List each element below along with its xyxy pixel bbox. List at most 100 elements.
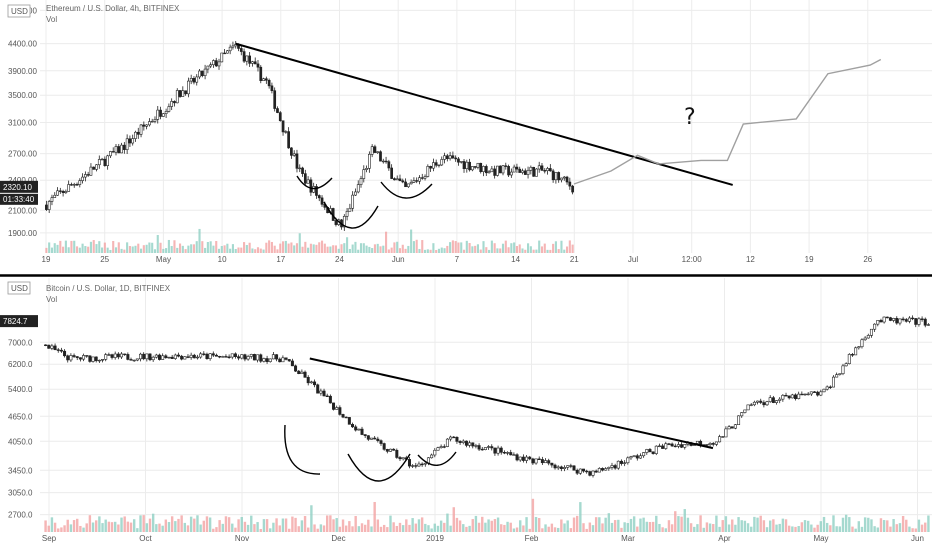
- btc-unit-box[interactable]: [7, 281, 31, 295]
- trend-line: [235, 42, 733, 186]
- volume-bar: [477, 522, 481, 532]
- volume-bar: [813, 527, 816, 532]
- volume-bar: [159, 242, 162, 253]
- volume-bar: [506, 521, 509, 532]
- volume-bar: [439, 520, 443, 532]
- candle-body: [120, 144, 123, 154]
- volume-bar: [414, 523, 418, 532]
- volume-bar: [129, 522, 133, 532]
- candle-body: [854, 347, 858, 356]
- candle-body: [844, 363, 848, 367]
- candle-body: [819, 391, 823, 396]
- volume-bar: [468, 525, 471, 532]
- volume-bar: [390, 247, 393, 253]
- x-tick-label: 10: [218, 255, 227, 264]
- volume-bar: [376, 519, 380, 532]
- volume-bar: [195, 241, 198, 253]
- candle-body: [695, 440, 699, 444]
- volume-bar: [187, 245, 190, 253]
- volume-bar: [367, 519, 370, 532]
- eth-unit-label: USD: [11, 7, 28, 16]
- candle-body: [714, 441, 718, 445]
- candle-body: [243, 354, 247, 360]
- candle-body: [828, 386, 832, 388]
- candle-body: [483, 447, 487, 450]
- volume-bar: [206, 241, 209, 253]
- candle-body: [594, 470, 598, 473]
- candle-body: [797, 393, 801, 399]
- hand-drawn-curve: [323, 201, 379, 229]
- candle-body: [395, 449, 399, 458]
- volume-bar: [265, 242, 268, 253]
- candle-body: [781, 394, 785, 400]
- candle-body: [459, 161, 463, 163]
- volume-bar: [84, 246, 87, 253]
- candle-body: [551, 170, 555, 181]
- x-tick-label: Nov: [235, 534, 249, 543]
- volume-bar: [186, 525, 190, 532]
- volume-bar: [113, 521, 117, 532]
- volume-bar: [743, 520, 747, 532]
- candle-body: [468, 161, 471, 171]
- candle-body: [203, 68, 207, 77]
- volume-bar: [518, 244, 521, 253]
- hand-drawn-curve: [380, 181, 433, 199]
- candle-body: [733, 424, 737, 429]
- volume-bar: [481, 516, 484, 532]
- volume-bar: [262, 519, 266, 532]
- candle-body: [47, 344, 51, 349]
- volume-bar: [226, 243, 229, 253]
- volume-bar: [189, 516, 193, 532]
- volume-bar: [371, 248, 374, 253]
- volume-bar: [440, 247, 443, 253]
- volume-bar: [718, 526, 721, 532]
- candle-body: [72, 184, 76, 186]
- volume-bar: [509, 522, 512, 532]
- candle-body: [638, 455, 642, 459]
- candle-body: [135, 358, 139, 361]
- volume-bar: [911, 528, 914, 532]
- volume-bar: [407, 245, 410, 253]
- eth-unit-box[interactable]: [7, 4, 31, 18]
- candle-body: [493, 168, 497, 176]
- volume-bar: [427, 525, 430, 532]
- volume-bar: [658, 523, 661, 532]
- candle-body: [471, 442, 475, 447]
- candle-body: [173, 101, 176, 104]
- candle-body: [92, 166, 96, 170]
- volume-bar: [128, 246, 131, 253]
- volume-bar: [250, 515, 253, 532]
- volume-bar: [582, 523, 585, 532]
- volume-bar: [772, 519, 775, 532]
- hand-drawn-curve: [347, 453, 411, 482]
- candle-body: [198, 70, 201, 78]
- candle-body: [384, 160, 388, 163]
- candle-body: [91, 356, 95, 362]
- candle-body: [901, 318, 905, 321]
- candle-body: [376, 151, 380, 153]
- candle-body: [476, 162, 480, 168]
- volume-bar: [234, 527, 237, 532]
- volume-bar: [326, 515, 329, 532]
- volume-bar: [53, 522, 57, 532]
- volume-bar: [854, 528, 857, 532]
- volume-bar: [291, 516, 294, 532]
- volume-bar: [103, 242, 106, 253]
- candle-body: [600, 468, 604, 471]
- volume-bar: [387, 249, 390, 253]
- candle-body: [125, 138, 129, 150]
- candle-body: [151, 356, 155, 361]
- candle-body: [794, 394, 798, 399]
- candle-body: [320, 197, 324, 205]
- candle-body: [680, 444, 684, 448]
- volume-bar: [106, 247, 109, 253]
- volume-bar: [446, 245, 449, 253]
- x-tick-label: Jun: [911, 534, 924, 543]
- volume-bar: [208, 517, 212, 532]
- candle-body: [440, 159, 444, 166]
- candle-body: [81, 176, 84, 181]
- volume-bar: [879, 518, 883, 532]
- candle-body: [473, 166, 477, 168]
- volume-bar: [89, 241, 92, 253]
- volume-bar: [585, 528, 588, 532]
